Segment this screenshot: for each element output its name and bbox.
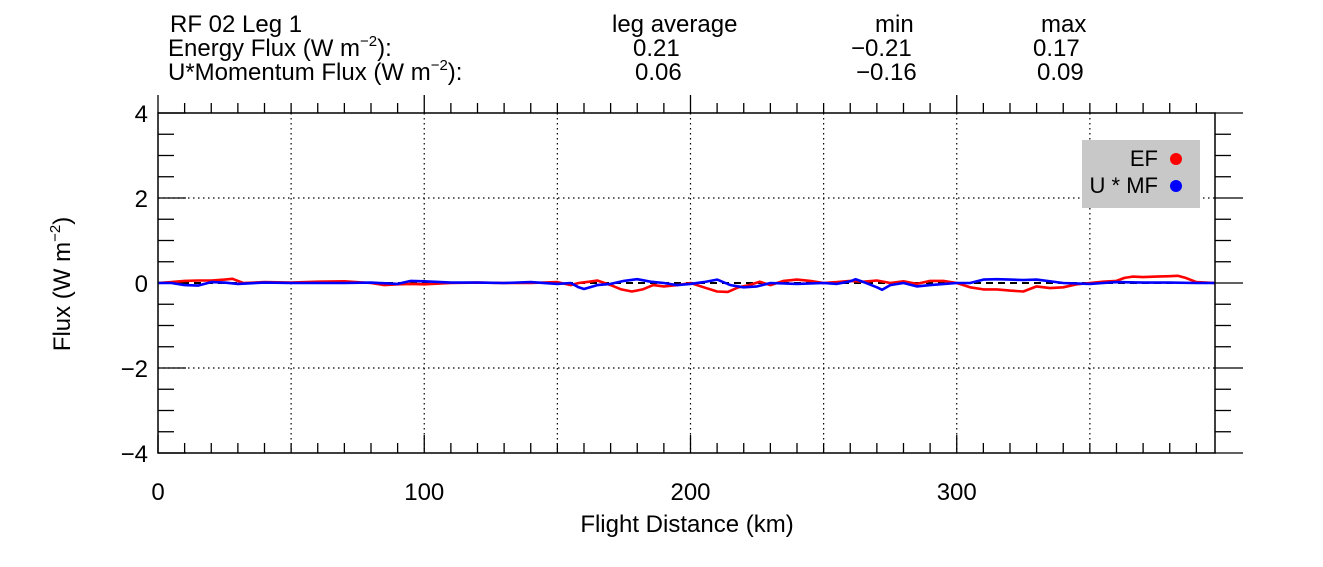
legend-label-umf: U * MF	[1090, 173, 1158, 198]
legend-marker-umf	[1170, 180, 1182, 192]
header-block: RF 02 Leg 1 leg average min max Energy F…	[168, 11, 1086, 86]
momentum-flux-label: U*Momentum Flux (W m−2):	[168, 57, 462, 86]
y-tick-label: −4	[121, 441, 148, 468]
energy-flux-average: 0.21	[633, 35, 680, 62]
y-tick-label: −2	[121, 356, 148, 383]
momentum-flux-max: 0.09	[1037, 59, 1084, 86]
chart-title: RF 02 Leg 1	[170, 11, 302, 38]
legend: EF U * MF	[1082, 140, 1200, 208]
col-min-header: min	[875, 11, 914, 38]
plot-frame	[157, 112, 1216, 454]
legend-marker-ef	[1170, 153, 1182, 165]
axis-ticks	[157, 95, 1243, 454]
momentum-flux-min: −0.16	[856, 59, 917, 86]
col-max-header: max	[1041, 11, 1086, 38]
x-tick-label: 200	[670, 479, 710, 506]
umf-series-line	[158, 277, 1215, 292]
x-tick-label: 300	[937, 479, 977, 506]
energy-flux-min: −0.21	[851, 35, 912, 62]
series-lines	[157, 274, 1216, 294]
col-average-header: leg average	[612, 11, 737, 38]
tick-labels: 0 100 200 300 4 2 0 −2 −4	[121, 101, 977, 506]
legend-label-ef: EF	[1130, 146, 1158, 171]
y-tick-label: 4	[135, 101, 148, 128]
energy-flux-label: Energy Flux (W m−2):	[168, 33, 392, 62]
x-tick-label: 100	[404, 479, 444, 506]
legend-box	[1082, 140, 1200, 208]
x-tick-label: 0	[151, 479, 164, 506]
x-axis-label: Flight Distance (km)	[580, 511, 793, 538]
energy-flux-max: 0.17	[1033, 35, 1080, 62]
y-axis-label: Flux (W m−2)	[47, 217, 76, 351]
y-tick-label: 0	[135, 271, 148, 298]
y-tick-label: 2	[135, 186, 148, 213]
momentum-flux-average: 0.06	[635, 59, 682, 86]
